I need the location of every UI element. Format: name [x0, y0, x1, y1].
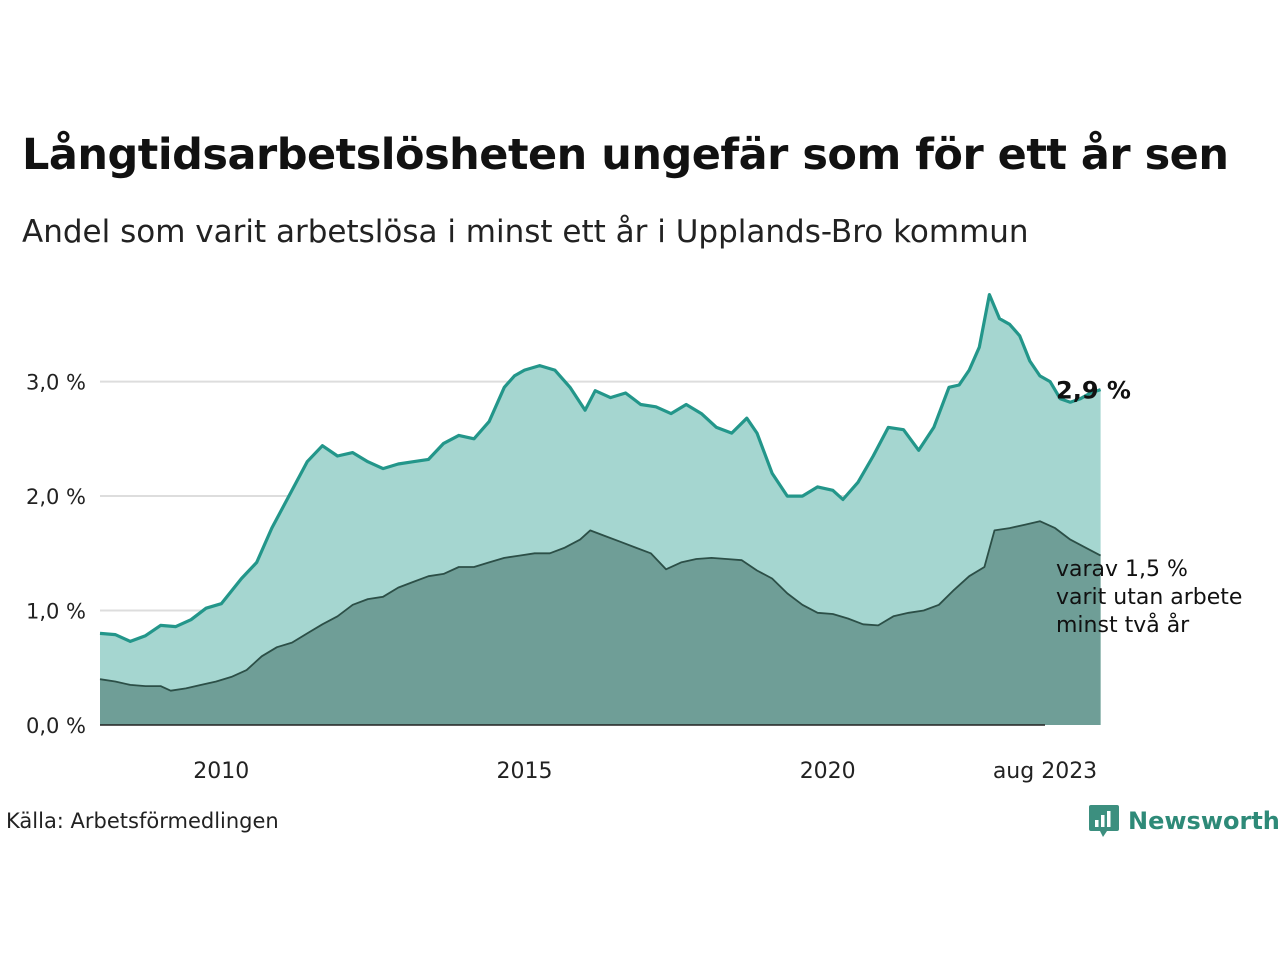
chart-title: Långtidsarbetslösheten ungefär som för e…	[22, 130, 1229, 180]
newsworthy-logo-icon	[1089, 805, 1119, 837]
chart-subtitle: Andel som varit arbetslösa i minst ett å…	[22, 214, 1029, 250]
brand-name: Newsworthy	[1128, 807, 1280, 835]
total-series-line	[99, 293, 1102, 644]
y-tick-label-3: 3,0 %	[26, 371, 86, 395]
y-tick-label-2: 2,0 %	[26, 485, 86, 509]
y-tick-label-0: 0,0 %	[26, 714, 86, 738]
source-note: Källa: Arbetsförmedlingen	[6, 809, 279, 833]
y-axis-tick-labels: 0,0 % 1,0 % 2,0 % 3,0 %	[26, 371, 86, 738]
y-tick-label-1: 1,0 %	[26, 600, 86, 624]
series-lines	[99, 293, 1102, 692]
long-end-label-line-1: varit utan arbete	[1056, 585, 1242, 610]
total-end-label: 2,9 %	[1056, 377, 1131, 405]
long-series-line	[99, 520, 1102, 692]
series-areas	[100, 294, 1101, 725]
x-tick-label-0: 2010	[193, 759, 249, 784]
x-axis-tick-labels: 2010 2015 2020 aug 2023	[193, 759, 1097, 784]
x-tick-label-3: aug 2023	[993, 759, 1097, 784]
long-end-label-line-2: minst två år	[1056, 612, 1190, 638]
long-end-label-line-0: varav 1,5 %	[1056, 557, 1188, 582]
x-tick-label-2: 2020	[800, 759, 856, 784]
x-tick-label-1: 2015	[496, 759, 552, 784]
newsworthy-brand[interactable]: Newsworthy	[1088, 803, 1280, 839]
long-series-area	[100, 521, 1101, 725]
